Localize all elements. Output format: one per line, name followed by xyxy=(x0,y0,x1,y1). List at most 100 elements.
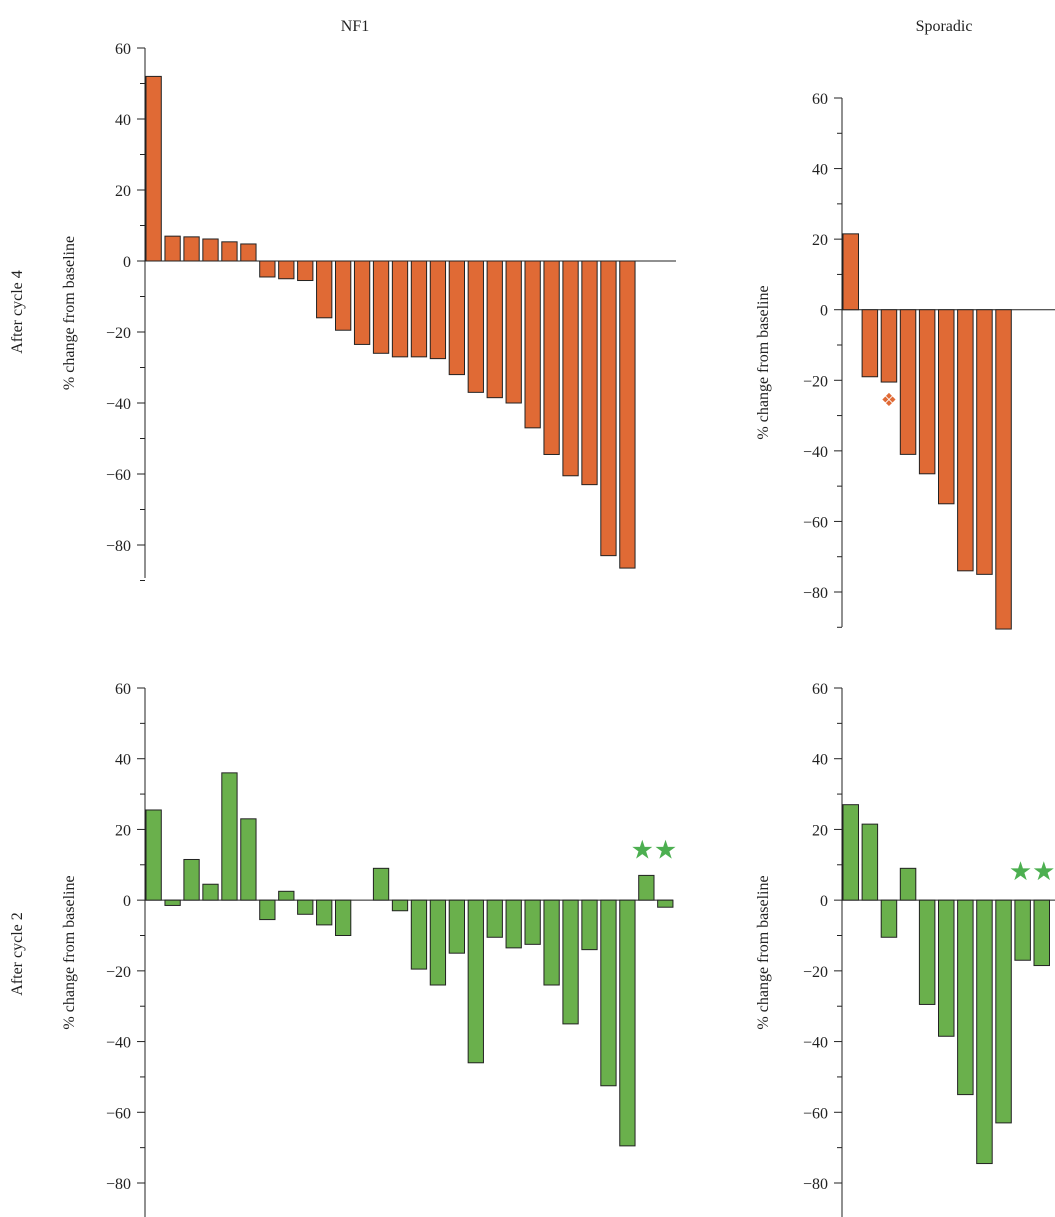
y-tick-label: 60 xyxy=(115,681,131,698)
bar xyxy=(486,260,503,399)
row-title-cycle4: After cycle 4 xyxy=(9,270,26,354)
bar xyxy=(581,899,598,951)
chart-sporadic_cycle2: 60 40 20 0 −20 −40 −60 −80 % change from baselin… xyxy=(755,681,1055,1217)
bar xyxy=(899,867,917,901)
y-tick-label: −20 xyxy=(106,964,131,981)
bar xyxy=(1033,899,1050,967)
bar xyxy=(297,899,314,915)
bar xyxy=(543,260,560,455)
y-tick-label: −80 xyxy=(803,1176,828,1193)
y-tick-label: 60 xyxy=(812,681,828,698)
y-tick-label: 20 xyxy=(812,822,828,839)
bar xyxy=(259,899,276,921)
y-tick-label: −60 xyxy=(106,467,131,484)
bar xyxy=(562,899,579,1025)
bar xyxy=(335,899,352,937)
y-tick-label: −40 xyxy=(803,1035,828,1052)
bar xyxy=(145,75,162,262)
bar xyxy=(995,309,1012,630)
bar xyxy=(1014,899,1031,961)
bar xyxy=(880,899,898,938)
bar xyxy=(410,260,428,358)
bar xyxy=(467,899,484,1064)
column-title-sporadic: Sporadic xyxy=(916,18,973,35)
bar xyxy=(164,899,181,906)
bar xyxy=(145,809,162,901)
bar xyxy=(202,238,219,262)
column-title-nf1: NF1 xyxy=(341,18,369,35)
bar xyxy=(918,899,936,1005)
y-tick-label: −40 xyxy=(106,396,131,413)
bar xyxy=(448,899,466,954)
y-tick-label: 40 xyxy=(812,162,828,179)
y-tick-label: 40 xyxy=(115,112,131,129)
y-tick-label: 0 xyxy=(123,893,131,910)
bar xyxy=(448,260,466,376)
y-tick-label: −20 xyxy=(803,373,828,390)
bar xyxy=(183,858,200,901)
bar xyxy=(918,309,936,475)
bar xyxy=(543,899,560,986)
y-tick-label: 40 xyxy=(812,752,828,769)
y-tick-label: −20 xyxy=(803,964,828,981)
bar xyxy=(505,899,522,949)
bar xyxy=(316,899,333,926)
bar xyxy=(297,260,314,282)
bar xyxy=(335,260,352,331)
bar xyxy=(657,899,674,908)
row-title-cycle2: After cycle 2 xyxy=(9,912,26,996)
y-tick-label: 60 xyxy=(115,41,131,58)
bar xyxy=(316,260,333,319)
y-axis-label: % change from baseline xyxy=(755,875,772,1029)
bar xyxy=(861,309,879,378)
bar xyxy=(221,241,238,262)
bar xyxy=(486,899,503,938)
y-tick-label: 20 xyxy=(812,232,828,249)
diamond-marker-icon: ❖ xyxy=(881,390,897,411)
bar xyxy=(372,867,390,901)
bar xyxy=(278,260,295,280)
bar xyxy=(957,899,974,1096)
y-tick-label: −60 xyxy=(106,1105,131,1122)
y-tick-label: 0 xyxy=(123,254,131,271)
bar xyxy=(524,899,541,945)
y-tick-label: 20 xyxy=(115,822,131,839)
y-tick-label: −80 xyxy=(106,538,131,555)
star-marker-icon: ★★ xyxy=(631,836,678,866)
bar xyxy=(861,823,879,901)
bar xyxy=(995,899,1012,1124)
bar xyxy=(259,260,276,278)
bar xyxy=(410,899,428,970)
y-tick-label: 20 xyxy=(115,183,131,200)
bar xyxy=(938,309,955,505)
bar xyxy=(899,309,917,455)
y-tick-label: 0 xyxy=(820,893,828,910)
chart-sporadic_cycle4: 60 40 20 0 −20 −40 −60 −80 % change from baselin… xyxy=(755,91,1055,630)
y-tick-label: −60 xyxy=(803,514,828,531)
bar xyxy=(562,260,579,477)
bar xyxy=(372,260,390,354)
y-axis-label: % change from baseline xyxy=(61,875,78,1029)
bar xyxy=(278,890,295,901)
star-marker-icon: ★★ xyxy=(1009,857,1055,887)
bar xyxy=(240,818,257,901)
chart-nf1_cycle2: 60 40 20 0 −20 −40 −60 −80 % change from baselin… xyxy=(61,681,677,1217)
y-tick-label: 60 xyxy=(812,91,828,108)
y-tick-label: −20 xyxy=(106,325,131,342)
y-axis-label: % change from baseline xyxy=(61,236,78,390)
bar xyxy=(391,899,409,912)
y-tick-label: 0 xyxy=(820,303,828,320)
chart-panels: 60 40 20 0 −20 −40 −60 −80 % change from baselin… xyxy=(61,41,1055,1217)
bar xyxy=(221,772,238,901)
bar xyxy=(391,260,409,358)
bar xyxy=(600,260,617,557)
bar xyxy=(505,260,522,404)
chart-nf1_cycle4: 60 40 20 0 −20 −40 −60 −80 % change from baselin… xyxy=(61,41,676,581)
bar xyxy=(976,899,993,1165)
y-tick-label: −80 xyxy=(106,1176,131,1193)
y-tick-label: −60 xyxy=(803,1105,828,1122)
bar xyxy=(842,804,859,901)
bar xyxy=(842,233,859,311)
bar xyxy=(619,899,636,1147)
